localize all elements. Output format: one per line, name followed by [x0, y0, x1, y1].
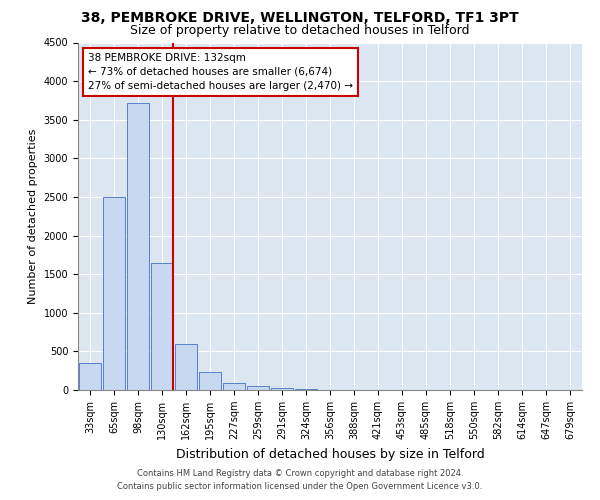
Text: 38, PEMBROKE DRIVE, WELLINGTON, TELFORD, TF1 3PT: 38, PEMBROKE DRIVE, WELLINGTON, TELFORD,… [81, 11, 519, 25]
Y-axis label: Number of detached properties: Number of detached properties [28, 128, 38, 304]
Bar [199, 372, 221, 390]
Bar [223, 382, 245, 390]
Bar [151, 264, 173, 390]
Bar [103, 197, 125, 390]
Bar [79, 363, 101, 390]
Text: 38 PEMBROKE DRIVE: 132sqm
← 73% of detached houses are smaller (6,674)
27% of se: 38 PEMBROKE DRIVE: 132sqm ← 73% of detac… [88, 53, 353, 91]
Bar [295, 389, 317, 390]
Text: Size of property relative to detached houses in Telford: Size of property relative to detached ho… [130, 24, 470, 37]
Bar [271, 388, 293, 390]
Bar [127, 102, 149, 390]
X-axis label: Distribution of detached houses by size in Telford: Distribution of detached houses by size … [176, 448, 484, 460]
Text: Contains HM Land Registry data © Crown copyright and database right 2024.
Contai: Contains HM Land Registry data © Crown c… [118, 469, 482, 491]
Bar [247, 386, 269, 390]
Bar [175, 344, 197, 390]
